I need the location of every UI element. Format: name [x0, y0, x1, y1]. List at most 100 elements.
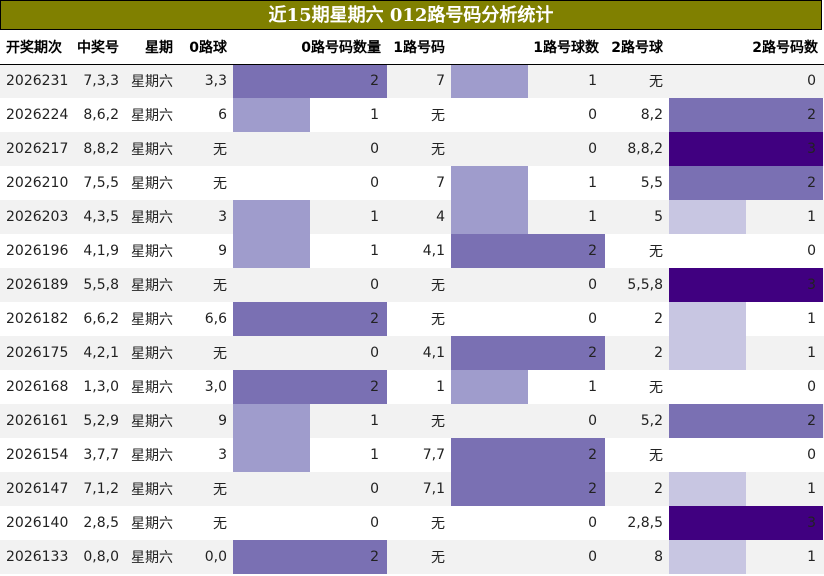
numbers-cell: 2,8,5 — [70, 506, 125, 540]
count-value: 1 — [807, 311, 816, 327]
period-cell: 2026224 — [0, 98, 70, 132]
route1-balls-cell: 7,7 — [387, 438, 451, 472]
period-cell: 2026196 — [0, 234, 70, 268]
count-value: 0 — [370, 175, 379, 191]
count-value: 0 — [588, 549, 597, 565]
route2-balls-cell: 5,5 — [605, 166, 669, 200]
count-value: 1 — [370, 209, 379, 225]
count-bar — [233, 200, 310, 234]
header-route1-balls: 1路号码 — [387, 30, 451, 65]
route1-count-cell: 0 — [451, 98, 605, 132]
route0-balls-cell: 无 — [179, 506, 233, 540]
count-bar — [233, 438, 310, 472]
stats-table: 开奖期次 中奖号 星期 0路球 0路号码数量 1路号码 1路号球数 2路号球 2… — [0, 30, 824, 574]
route1-count-cell: 0 — [451, 404, 605, 438]
route1-count-cell: 0 — [451, 540, 605, 574]
route0-balls-cell: 0,0 — [179, 540, 233, 574]
route1-count-cell: 2 — [451, 438, 605, 472]
route0-count-cell: 1 — [233, 98, 387, 132]
count-value: 1 — [370, 107, 379, 123]
count-bar — [451, 234, 605, 268]
route1-balls-cell: 无 — [387, 98, 451, 132]
table-row: 2026231 7,3,3 星期六 3,3 2 7 1 无 0 — [0, 64, 824, 98]
route1-balls-cell: 无 — [387, 268, 451, 302]
numbers-cell: 8,6,2 — [70, 98, 125, 132]
period-cell: 2026168 — [0, 370, 70, 404]
route2-count-cell: 0 — [669, 438, 824, 472]
count-value: 0 — [807, 379, 816, 395]
count-value: 0 — [370, 141, 379, 157]
numbers-cell: 5,5,8 — [70, 268, 125, 302]
count-value: 1 — [807, 549, 816, 565]
count-value: 1 — [370, 413, 379, 429]
numbers-cell: 8,8,2 — [70, 132, 125, 166]
count-value: 2 — [588, 447, 597, 463]
numbers-cell: 5,2,9 — [70, 404, 125, 438]
count-value: 0 — [370, 277, 379, 293]
table-row: 2026210 7,5,5 星期六无 0 7 1 5,5 2 — [0, 166, 824, 200]
period-cell: 2026189 — [0, 268, 70, 302]
count-bar — [451, 438, 605, 472]
route0-balls-cell: 无 — [179, 166, 233, 200]
route2-count-cell: 2 — [669, 98, 824, 132]
table-row: 2026140 2,8,5 星期六无 0 无 0 2,8,5 3 — [0, 506, 824, 540]
table-row: 2026182 6,6,2 星期六 6,6 2 无 0 2 1 — [0, 302, 824, 336]
count-value: 0 — [807, 447, 816, 463]
count-bar — [451, 336, 605, 370]
route0-count-cell: 1 — [233, 438, 387, 472]
count-bar — [669, 200, 746, 234]
count-value: 0 — [588, 107, 597, 123]
count-value: 0 — [588, 515, 597, 531]
header-row: 开奖期次 中奖号 星期 0路球 0路号码数量 1路号码 1路号球数 2路号球 2… — [0, 30, 824, 65]
numbers-cell: 3,7,7 — [70, 438, 125, 472]
route0-count-cell: 2 — [233, 64, 387, 98]
count-value: 1 — [807, 345, 816, 361]
count-value: 1 — [588, 175, 597, 191]
count-value: 1 — [588, 209, 597, 225]
weekday-cell: 星期六 — [125, 200, 179, 234]
header-period: 开奖期次 — [0, 30, 70, 65]
period-cell: 2026210 — [0, 166, 70, 200]
count-bar — [233, 404, 310, 438]
route1-count-cell: 2 — [451, 234, 605, 268]
count-bar — [669, 336, 746, 370]
route1-balls-cell: 无 — [387, 132, 451, 166]
route2-balls-cell: 2,8,5 — [605, 506, 669, 540]
route1-count-cell: 2 — [451, 336, 605, 370]
route1-count-cell: 0 — [451, 132, 605, 166]
route2-count-cell: 3 — [669, 268, 824, 302]
route0-count-cell: 1 — [233, 404, 387, 438]
count-value: 2 — [588, 481, 597, 497]
route2-balls-cell: 2 — [605, 472, 669, 506]
route0-count-cell: 2 — [233, 302, 387, 336]
route1-count-cell: 0 — [451, 506, 605, 540]
weekday-cell: 星期六 — [125, 438, 179, 472]
route2-balls-cell: 8,2 — [605, 98, 669, 132]
route2-count-cell: 1 — [669, 336, 824, 370]
count-value: 2 — [370, 311, 379, 327]
weekday-cell: 星期六 — [125, 472, 179, 506]
table-row: 2026133 0,8,0 星期六 0,0 2 无 0 8 1 — [0, 540, 824, 574]
count-value: 1 — [588, 379, 597, 395]
route1-balls-cell: 无 — [387, 404, 451, 438]
route1-count-cell: 1 — [451, 166, 605, 200]
count-value: 0 — [370, 515, 379, 531]
count-value: 2 — [370, 549, 379, 565]
route0-balls-cell: 6 — [179, 98, 233, 132]
table-row: 2026217 8,8,2 星期六无 0 无 0 8,8,2 3 — [0, 132, 824, 166]
route2-count-cell: 1 — [669, 540, 824, 574]
header-route0-balls: 0路球 — [179, 30, 233, 65]
route2-count-cell: 2 — [669, 404, 824, 438]
route2-balls-cell: 无 — [605, 370, 669, 404]
route0-count-cell: 1 — [233, 200, 387, 234]
count-bar — [669, 132, 823, 166]
route2-balls-cell: 5,2 — [605, 404, 669, 438]
table-row: 2026168 1,3,0 星期六 3,0 2 1 1 无 0 — [0, 370, 824, 404]
route1-count-cell: 1 — [451, 370, 605, 404]
period-cell: 2026203 — [0, 200, 70, 234]
route2-count-cell: 0 — [669, 234, 824, 268]
period-cell: 2026161 — [0, 404, 70, 438]
period-cell: 2026133 — [0, 540, 70, 574]
count-value: 0 — [807, 243, 816, 259]
count-value: 2 — [370, 73, 379, 90]
